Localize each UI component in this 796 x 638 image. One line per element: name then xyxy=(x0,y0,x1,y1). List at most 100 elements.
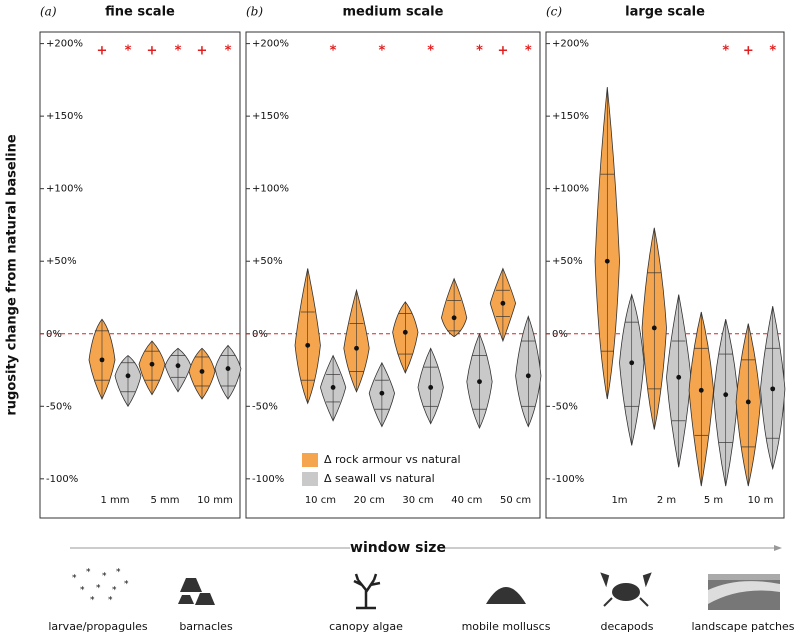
icon-landscape xyxy=(708,574,780,610)
median-dot xyxy=(149,361,155,367)
median-dot xyxy=(305,342,311,348)
x-tick-label: 10 mm xyxy=(197,495,232,506)
svg-text:*: * xyxy=(80,586,85,596)
icon-label: larvae/propagules xyxy=(48,620,148,633)
y-tick-label: +200% xyxy=(552,39,589,50)
arrow-head xyxy=(774,545,782,551)
panel-frame xyxy=(245,31,541,519)
y-tick-label: 0% xyxy=(252,329,268,340)
icon-barnacles xyxy=(178,578,215,605)
svg-text:*: * xyxy=(124,580,129,590)
median-dot xyxy=(698,387,704,393)
x-tick-label: 5 mm xyxy=(150,495,179,506)
significance-marker: * xyxy=(125,44,132,59)
panel-label: (c) xyxy=(546,5,562,19)
significance-marker: * xyxy=(225,44,232,59)
icon-algae xyxy=(353,573,381,610)
median-dot xyxy=(330,385,336,390)
y-tick-label: +100% xyxy=(252,184,289,195)
panel-title: medium scale xyxy=(343,5,444,20)
panel-frame xyxy=(545,31,785,519)
significance-marker: * xyxy=(330,44,337,59)
x-tick-label: 30 cm xyxy=(402,495,433,506)
icon-crab xyxy=(600,572,652,607)
svg-text:*: * xyxy=(112,586,117,596)
median-dot xyxy=(477,379,482,385)
significance-marker: + xyxy=(197,44,208,59)
median-dot xyxy=(225,366,231,371)
y-tick-label: 0% xyxy=(552,329,568,340)
panel-frame xyxy=(39,31,241,519)
x-tick-label: 5 m xyxy=(704,495,723,506)
legend-swatch xyxy=(302,472,318,486)
median-dot xyxy=(745,399,751,405)
median-dot xyxy=(428,385,434,390)
x-tick-label: 50 cm xyxy=(500,495,531,506)
x-tick-label: 10 cm xyxy=(305,495,336,506)
svg-text:*: * xyxy=(86,568,91,578)
panel-label: (b) xyxy=(246,5,263,19)
svg-text:*: * xyxy=(102,572,107,582)
y-tick-label: 0% xyxy=(46,329,62,340)
significance-marker: * xyxy=(378,44,385,59)
y-tick-label: +200% xyxy=(252,39,289,50)
median-dot xyxy=(199,369,205,374)
significance-marker: + xyxy=(497,44,508,59)
icon-label: canopy algae xyxy=(329,620,403,633)
median-dot xyxy=(651,325,657,331)
panel-label: (a) xyxy=(40,5,57,19)
y-tick-label: -100% xyxy=(252,474,284,485)
svg-text:*: * xyxy=(90,596,95,606)
legend-swatch xyxy=(302,453,318,467)
panel-title: large scale xyxy=(625,5,705,20)
median-dot xyxy=(99,357,105,363)
x-tick-label: 1 mm xyxy=(100,495,129,506)
y-tick-label: +200% xyxy=(46,39,83,50)
y-tick-label: -50% xyxy=(252,401,278,412)
median-dot xyxy=(525,373,531,379)
significance-marker: + xyxy=(743,44,754,59)
x-axis-label: window size xyxy=(350,540,446,556)
median-dot xyxy=(451,315,457,321)
x-tick-label: 40 cm xyxy=(451,495,482,506)
y-axis-label: rugosity change from natural baseline xyxy=(5,134,20,415)
y-tick-label: +100% xyxy=(46,184,83,195)
icon-mollusc xyxy=(486,587,526,604)
significance-marker: * xyxy=(427,44,434,59)
panel-title: fine scale xyxy=(105,5,175,20)
y-tick-label: +150% xyxy=(252,111,289,122)
significance-marker: * xyxy=(525,44,532,59)
y-tick-label: -100% xyxy=(552,474,584,485)
median-dot xyxy=(723,392,729,398)
x-tick-label: 2 m xyxy=(657,495,676,506)
svg-text:*: * xyxy=(116,568,121,578)
median-dot xyxy=(676,374,682,380)
median-dot xyxy=(604,258,610,264)
significance-marker: + xyxy=(147,44,158,59)
icon-label: decapods xyxy=(601,620,654,633)
median-dot xyxy=(125,373,131,379)
legend-label: Δ seawall vs natural xyxy=(324,472,435,485)
svg-text:*: * xyxy=(108,596,113,606)
y-tick-label: +50% xyxy=(252,256,283,267)
x-tick-label: 20 cm xyxy=(354,495,385,506)
significance-marker: * xyxy=(175,44,182,59)
significance-marker: * xyxy=(722,44,729,59)
median-dot xyxy=(379,390,385,396)
y-tick-label: +50% xyxy=(46,256,77,267)
legend-label: Δ rock armour vs natural xyxy=(324,453,461,466)
median-dot xyxy=(500,300,506,306)
y-tick-label: -100% xyxy=(46,474,78,485)
significance-marker: + xyxy=(97,44,108,59)
y-tick-label: +150% xyxy=(46,111,83,122)
y-tick-label: -50% xyxy=(552,401,578,412)
median-dot xyxy=(354,345,359,351)
icon-label: mobile molluscs xyxy=(462,620,551,633)
svg-text:*: * xyxy=(72,574,77,584)
icon-label: barnacles xyxy=(179,620,233,633)
icon-label: landscape patches xyxy=(691,620,794,633)
median-dot xyxy=(629,360,635,366)
x-tick-label: 1m xyxy=(611,495,627,506)
x-tick-label: 10 m xyxy=(748,495,774,506)
